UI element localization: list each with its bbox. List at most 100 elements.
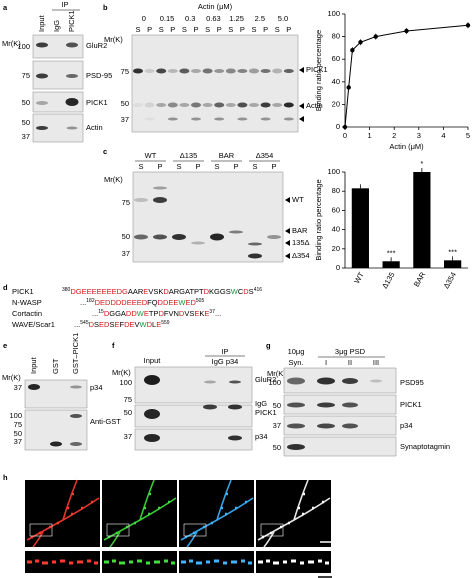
sequence-part: GGA (109, 309, 126, 318)
zoom-strip (102, 551, 177, 573)
band (70, 414, 82, 418)
band (237, 69, 248, 73)
sequence-part: K (199, 309, 204, 318)
amount: 10μg (288, 347, 305, 356)
marker: 75 (22, 71, 30, 80)
band-label: PICK1 (255, 408, 277, 417)
point (346, 85, 351, 90)
y-tick-label: 60 (332, 205, 340, 214)
band-label: GluR2 (255, 375, 276, 384)
y-tick-label: 100 (327, 167, 340, 176)
sequence-part: ... (74, 320, 80, 329)
protein-name: Cortactin (12, 309, 42, 318)
marker: 37 (121, 115, 129, 124)
band (66, 126, 78, 130)
band (36, 42, 48, 48)
sequence-part: E (194, 309, 199, 318)
y-tick-label: 0 (336, 263, 340, 272)
band (272, 103, 283, 107)
x-tick-label: Δ135 (380, 270, 397, 290)
sequence-part: D (147, 320, 153, 329)
lane-label: S (252, 162, 257, 171)
lane-label: P (147, 25, 152, 34)
bar (413, 172, 431, 268)
band (342, 402, 358, 408)
x-tick-label: BAR (412, 270, 428, 288)
band-label: PSD-95 (86, 71, 112, 80)
sequence-part: W (137, 309, 145, 318)
band (202, 103, 213, 107)
marker: 50 (22, 98, 30, 107)
concentration: 5.0 (278, 14, 288, 23)
band (36, 73, 48, 79)
band (156, 68, 167, 74)
marker: 50 (122, 232, 130, 241)
lane-label: Input (37, 14, 46, 32)
blot (283, 415, 397, 436)
lane-label: PICK1 (67, 10, 76, 32)
sequence-part: D (104, 309, 110, 318)
band (287, 444, 305, 450)
sequence-part: W (178, 298, 186, 307)
image-background (179, 480, 254, 547)
y-tick-label: 20 (332, 99, 340, 108)
band (342, 423, 358, 429)
point (358, 40, 363, 45)
protein-name: PICK1 (12, 287, 34, 296)
sequence-part: V (135, 320, 140, 329)
x-tick-label: 5 (466, 131, 470, 140)
lane-label: P (286, 25, 291, 34)
blot (283, 436, 397, 457)
sequence-part: 505 (196, 298, 205, 304)
band (225, 103, 236, 107)
sequence-part: W (231, 287, 239, 296)
band (287, 423, 305, 429)
band (237, 102, 248, 108)
concentration: 2.5 (255, 14, 265, 23)
sequence-part: ED (185, 298, 196, 307)
sequence: ...545DSEDSEFDEVWDLE559 (74, 320, 170, 329)
sequence-part: E (144, 309, 149, 318)
sequence-part: 15 (98, 309, 104, 315)
band (144, 375, 160, 385)
lane-label: Input (144, 356, 162, 365)
panel-label: a (3, 3, 8, 12)
blot (32, 34, 84, 59)
sequence: ...182DEDDDDEEEDFQDDEEWED505 (80, 298, 204, 307)
band (134, 234, 148, 240)
blot (134, 428, 253, 451)
puncta (258, 559, 329, 565)
protein-name: WAVE/Scar1 (12, 320, 55, 329)
lane-label: P (217, 25, 222, 34)
sequence-part: ... (92, 309, 98, 318)
sequence-part: D (204, 287, 210, 296)
panel-label: g (266, 341, 271, 350)
lane-label: S (159, 25, 164, 34)
arrowhead (285, 240, 290, 246)
band (172, 234, 186, 240)
band (153, 234, 167, 240)
blot (134, 366, 253, 404)
image-background (256, 480, 331, 547)
group-label: Δ354 (256, 151, 274, 160)
channel-label: p34 (105, 481, 118, 490)
sequence-part: ... (80, 298, 86, 307)
panel-label: c (103, 147, 107, 156)
puncta (262, 492, 324, 539)
panel-label: d (3, 283, 8, 292)
puncta (104, 559, 175, 565)
mr-label: Mr(K) (2, 373, 21, 382)
marker: 37 (273, 421, 281, 430)
bar (382, 261, 400, 268)
inset-box (260, 523, 284, 537)
annotation: *** (448, 247, 457, 256)
marker: 100 (268, 378, 281, 387)
sequence-part: S (94, 320, 99, 329)
band (214, 102, 225, 108)
band (133, 68, 143, 74)
line (344, 24, 469, 128)
concentration: 0 (142, 14, 146, 23)
micrograph (256, 479, 331, 548)
band (179, 103, 190, 107)
band-label: 135Δ (292, 238, 310, 247)
